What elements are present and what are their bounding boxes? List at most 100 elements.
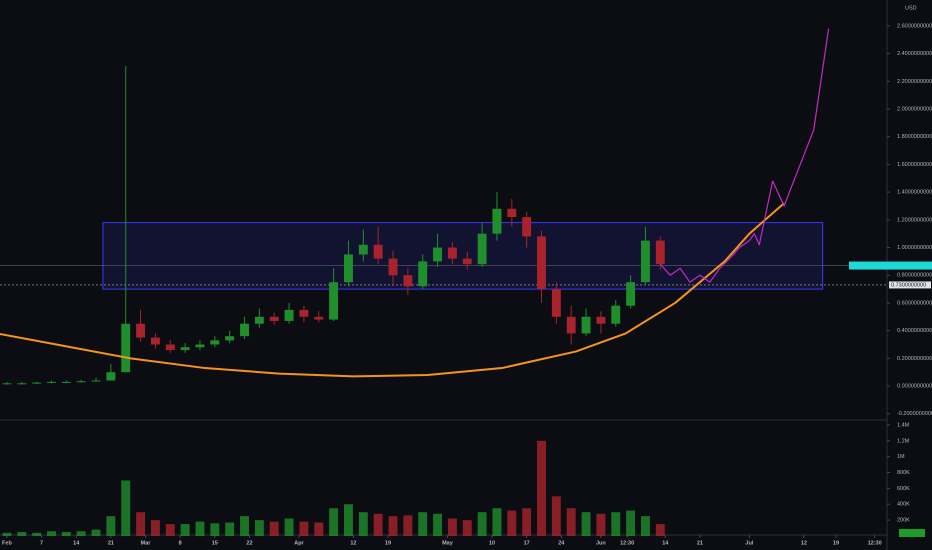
x-tick-label: 21 (108, 540, 114, 546)
volume-bar (284, 518, 294, 536)
candle-body (150, 337, 160, 345)
volume-bar (566, 508, 576, 536)
x-tick-label: Jul (745, 540, 753, 546)
candle-body (522, 217, 532, 237)
volume-bar (477, 512, 487, 536)
y2-tick-label: 400K (897, 502, 910, 508)
volume-bar (418, 512, 428, 536)
button[interactable] (899, 529, 925, 537)
y-tick-label: 0.2000000000 (897, 356, 932, 362)
price-line-label: 0.7300000000 (891, 282, 926, 288)
volume-bar (195, 521, 205, 536)
volume-bar (581, 512, 591, 536)
x-tick-label: 12:30 (868, 540, 882, 546)
candle-body (403, 275, 413, 287)
volume-bar (2, 532, 12, 536)
candle-body (254, 316, 264, 324)
candle-body (165, 344, 175, 351)
volume-bar (121, 480, 131, 536)
candle-body (210, 340, 220, 345)
candle-body (492, 208, 502, 234)
candle-body (17, 383, 27, 385)
volume-bar (551, 496, 561, 536)
x-tick-label: 14 (662, 540, 669, 546)
candle-body (537, 236, 546, 290)
volume-bar (17, 532, 27, 536)
y-tick-label: 2.2000000000 (897, 79, 932, 85)
volume-bar (32, 532, 42, 536)
volume-bar (61, 532, 71, 536)
projection-line (659, 28, 830, 283)
volume-bar (358, 512, 368, 536)
candle-body (195, 344, 205, 348)
y-tick-label: 0.0000000000 (897, 384, 932, 390)
candle-body (225, 336, 235, 341)
x-tick-label: 21 (697, 540, 703, 546)
candle-body (640, 240, 650, 283)
candle-body (566, 316, 576, 334)
candle-body (655, 240, 665, 265)
y-tick-label: 0.4000000000 (897, 328, 932, 334)
y-tick-label: -0.2000000000 (897, 411, 932, 417)
candle-body (596, 316, 606, 324)
range-box (102, 222, 824, 290)
volume-bar (447, 518, 457, 536)
volume-bar (537, 440, 546, 536)
x-tick-label: Mar (141, 540, 152, 546)
x-tick-label: 7 (40, 540, 43, 546)
y-tick-label: 1.0000000000 (897, 245, 932, 251)
x-tick-label: 19 (833, 540, 839, 546)
volume-bar (626, 510, 636, 536)
y-tick-label: 0.6000000000 (897, 300, 932, 306)
y-tick-label: 1.2000000000 (897, 217, 932, 223)
x-tick-label: 24 (558, 540, 565, 546)
candle-body (344, 254, 353, 283)
volume-bar (225, 522, 235, 536)
y-tick-label: 1.4000000000 (897, 190, 932, 196)
candle-body (47, 381, 56, 383)
candle-body (626, 282, 636, 306)
candle-body (136, 323, 146, 338)
candle-body (76, 381, 86, 383)
candle-body (373, 244, 383, 259)
candle-body (106, 372, 116, 381)
candle-body (462, 258, 472, 265)
volume-bar (329, 508, 339, 536)
candle-body (418, 261, 428, 287)
candle-body (507, 208, 517, 218)
volume-bar (522, 508, 532, 536)
y-tick-label: 2.0000000000 (897, 106, 932, 112)
last-price-marker (849, 261, 932, 270)
candle-body (551, 289, 561, 317)
volume-bar (254, 520, 264, 536)
volume-bar (165, 524, 175, 536)
volume-bar (611, 512, 621, 536)
y-tick-label: 1.8000000000 (897, 134, 932, 140)
x-tick-label: 19 (385, 540, 391, 546)
y-tick-label: 1.6000000000 (897, 162, 932, 168)
y-tick-label: 2.6000000000 (897, 23, 932, 29)
candle-body (581, 316, 591, 334)
volume-bar (76, 531, 86, 536)
candle-body (121, 323, 131, 373)
volume-bar (240, 516, 249, 536)
x-tick-label: 12 (350, 540, 356, 546)
candle-body (240, 323, 249, 337)
volume-bar (596, 513, 606, 536)
volume-bar (433, 513, 443, 536)
volume-bar (314, 522, 324, 536)
volume-bar (136, 512, 146, 536)
x-tick-label: Feb (2, 540, 12, 546)
candle-body (358, 244, 368, 255)
candle-body (284, 309, 294, 321)
currency: USD (905, 5, 917, 11)
candle-body (180, 347, 190, 351)
x-tick-label: 15 (212, 540, 218, 546)
x-tick-label: 17 (524, 540, 530, 546)
candle-body (269, 316, 279, 321)
volume-bar (210, 523, 220, 536)
trend-curve (0, 202, 785, 378)
x-tick-label: 22 (246, 540, 252, 546)
